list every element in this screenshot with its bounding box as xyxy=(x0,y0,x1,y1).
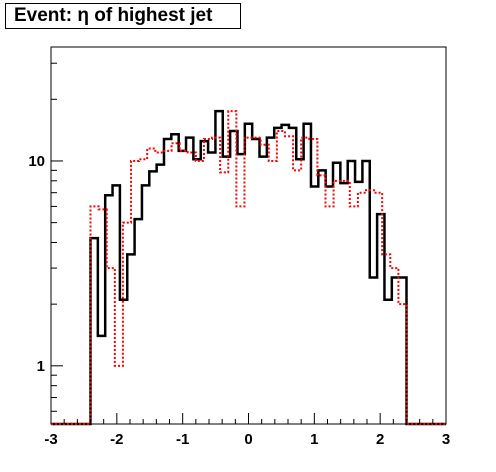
axis-layer: -3 -2 -1 0 1 2 3 1 10 xyxy=(28,62,450,448)
x-tick-label: -1 xyxy=(176,431,189,448)
series-line-1 xyxy=(51,110,446,425)
y-tick-label: 10 xyxy=(28,153,45,170)
x-tick-label: 3 xyxy=(442,431,450,448)
x-tick-label: 0 xyxy=(244,431,252,448)
x-tick-label: -3 xyxy=(44,431,57,448)
x-tick-label: 1 xyxy=(310,431,318,448)
x-tick-label: -2 xyxy=(110,431,123,448)
y-tick-label: 1 xyxy=(37,358,45,375)
x-tick-label: 2 xyxy=(376,431,384,448)
series-layer xyxy=(51,109,446,426)
series-line-0 xyxy=(51,109,446,426)
chart-title: Event: η of highest jet xyxy=(5,3,241,29)
plot-frame xyxy=(50,46,447,425)
